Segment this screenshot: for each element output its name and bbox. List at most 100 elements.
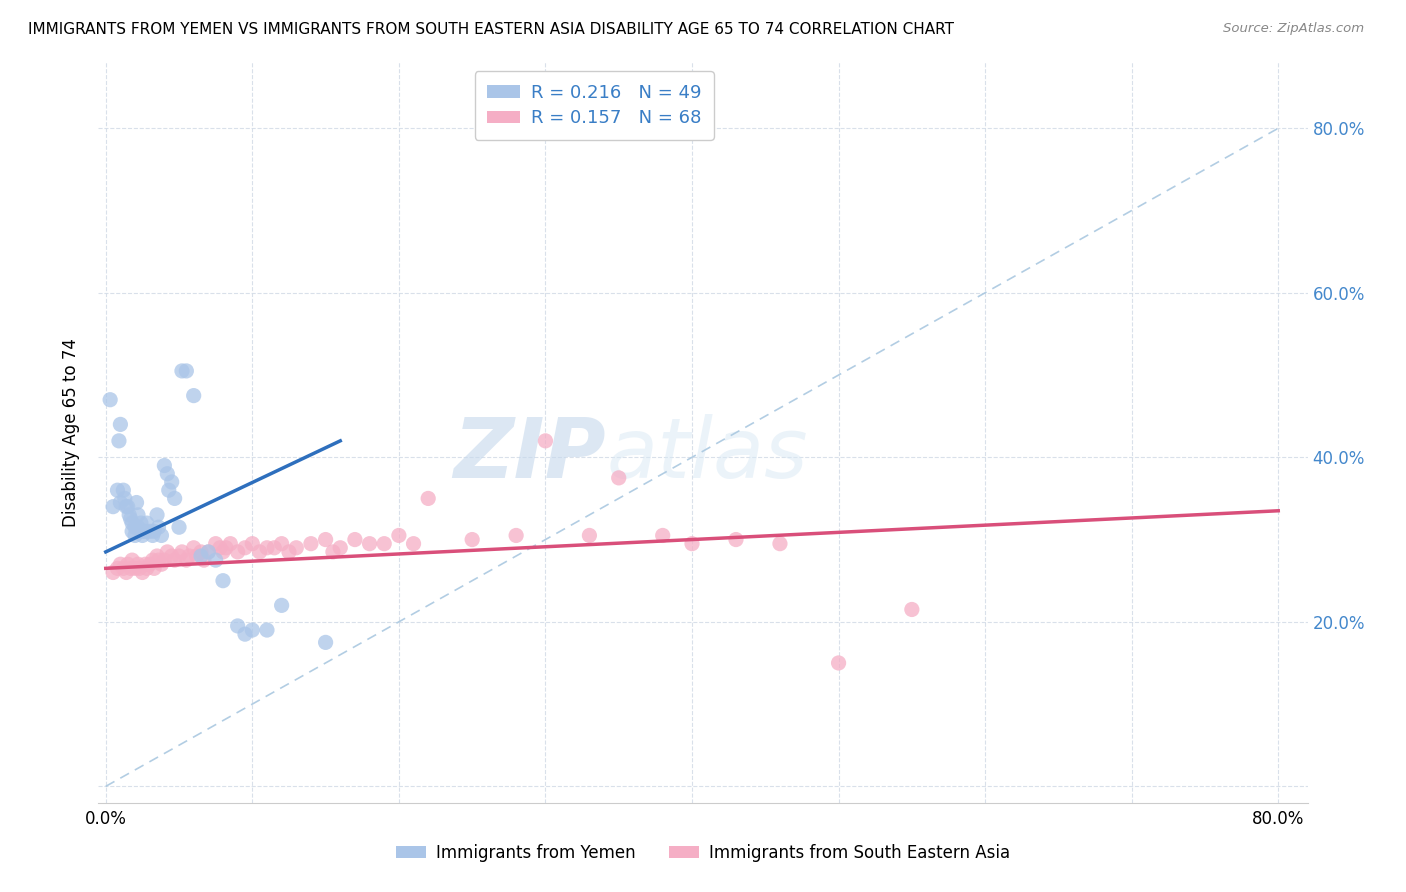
Point [359,536,381,550]
Point [256,623,278,637]
Point [534,434,557,448]
Point [197,545,219,559]
Point [143,561,166,575]
Point [150,528,173,542]
Text: ZIP: ZIP [454,414,606,495]
Point [142,553,165,567]
Point [329,541,352,555]
Point [322,545,344,559]
Point [167,549,190,563]
Point [183,541,205,555]
Point [115,500,138,514]
Point [578,528,600,542]
Point [186,549,208,563]
Point [146,508,169,522]
Point [278,545,301,559]
Point [112,561,135,575]
Point [156,467,179,481]
Point [176,553,198,567]
Point [127,520,149,534]
Point [157,483,180,498]
Point [681,536,703,550]
Point [129,516,152,530]
Point [120,561,142,575]
Point [343,533,366,547]
Point [117,558,139,572]
Point [215,541,238,555]
Point [110,417,132,432]
Point [124,520,146,534]
Point [197,545,219,559]
Point [101,500,124,514]
Point [134,558,156,572]
Point [607,471,630,485]
Point [124,528,146,542]
Point [124,561,146,575]
Point [156,545,179,559]
Point [179,549,201,563]
Point [240,536,263,550]
Point [170,545,193,559]
Point [101,566,124,580]
Point [121,524,143,539]
Point [160,475,183,489]
Point [143,524,166,539]
Text: Source: ZipAtlas.com: Source: ZipAtlas.com [1223,22,1364,36]
Point [167,520,190,534]
Point [114,491,136,506]
Point [115,566,138,580]
Point [131,566,153,580]
Point [388,528,411,542]
Point [256,541,278,555]
Point [148,520,170,534]
Point [315,533,337,547]
Y-axis label: Disability Age 65 to 74: Disability Age 65 to 74 [62,338,80,527]
Point [285,541,308,555]
Point [190,549,212,563]
Point [160,549,183,563]
Point [183,389,205,403]
Point [118,508,141,522]
Point [150,558,173,572]
Point [127,558,149,572]
Point [315,635,337,649]
Point [153,553,176,567]
Point [651,528,673,542]
Point [190,545,212,559]
Point [219,536,242,550]
Point [769,536,792,550]
Point [263,541,285,555]
Point [134,524,156,539]
Point [233,541,256,555]
Point [110,495,132,509]
Point [226,619,249,633]
Point [117,500,139,514]
Point [146,549,169,563]
Point [270,599,292,613]
Point [98,392,121,407]
Point [249,545,271,559]
Point [127,508,149,522]
Point [121,516,143,530]
Point [724,533,747,547]
Point [153,458,176,473]
Point [107,561,129,575]
Point [240,623,263,637]
Point [148,553,170,567]
Point [402,536,425,550]
Point [163,553,186,567]
Point [461,533,484,547]
Point [135,516,157,530]
Point [138,558,160,572]
Point [128,561,150,575]
Point [135,561,157,575]
Point [204,553,226,567]
Point [212,545,235,559]
Point [226,545,249,559]
Point [121,553,143,567]
Point [212,574,235,588]
Point [112,483,135,498]
Point [204,536,226,550]
Point [827,656,849,670]
Point [107,483,129,498]
